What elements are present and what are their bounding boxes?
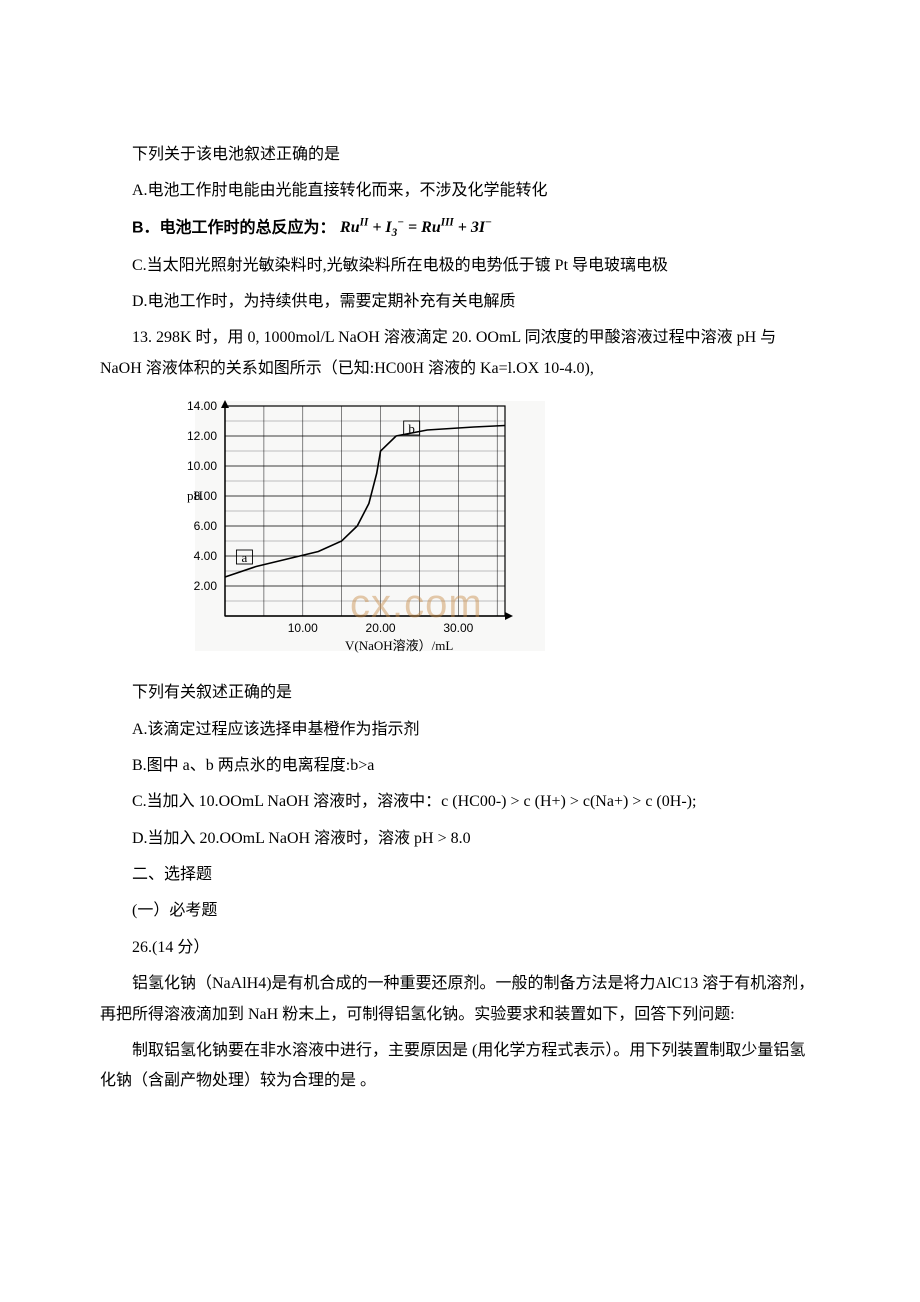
section2-title2: (一）必考题 [100, 896, 820, 926]
svg-text:12.00: 12.00 [187, 429, 217, 443]
q13-intro2: 下列有关叙述正确的是 [100, 678, 820, 708]
q12-b-prefix: B．电池工作时的总反应为： [132, 219, 336, 236]
q13-option-b: B.图中 a、b 两点氷的电离程度:b>a [100, 751, 820, 781]
svg-text:a: a [242, 550, 248, 565]
q12-option-b: B．电池工作时的总反应为： RuII + I3− = RuIII + 3I− [100, 213, 820, 245]
svg-text:V(NaOH溶液）/mL: V(NaOH溶液）/mL [345, 638, 453, 653]
svg-text:4.00: 4.00 [194, 549, 218, 563]
svg-text:b: b [408, 421, 415, 436]
q12-intro: 下列关于该电池叙述正确的是 [100, 140, 820, 170]
q12-b-formula: RuII + I3− = RuIII + 3I− [340, 219, 492, 236]
chart-svg: 2.004.006.008.0010.0012.0014.0010.0020.0… [170, 396, 550, 666]
q12-option-d: D.电池工作时，为持续供电，需要定期补充有关电解质 [100, 287, 820, 317]
q12-option-c: C.当太阳光照射光敏染料时,光敏染料所在电极的电势低于镀 Pt 导电玻璃电极 [100, 251, 820, 281]
q26-header: 26.(14 分） [100, 933, 820, 963]
svg-text:2.00: 2.00 [194, 579, 218, 593]
q13-option-d: D.当加入 20.OOmL NaOH 溶液时，溶液 pH > 8.0 [100, 824, 820, 854]
svg-text:6.00: 6.00 [194, 519, 218, 533]
q12-option-a: A.电池工作肘电能由光能直接转化而来，不涉及化学能转化 [100, 176, 820, 206]
titration-chart: 2.004.006.008.0010.0012.0014.0010.0020.0… [170, 396, 820, 666]
svg-text:14.00: 14.00 [187, 399, 217, 413]
svg-text:10.00: 10.00 [187, 459, 217, 473]
section2-title1: 二、选择题 [100, 860, 820, 890]
svg-text:pH: pH [187, 488, 203, 503]
q13-option-c: C.当加入 10.OOmL NaOH 溶液时，溶液中：c (HC00-) > c… [100, 787, 820, 817]
svg-text:30.00: 30.00 [443, 621, 473, 635]
q26-p2: 制取铝氢化钠要在非水溶液中进行，主要原因是 (用化学方程式表示）。用下列装置制取… [100, 1036, 820, 1097]
q13-option-a: A.该滴定过程应该选择申基橙作为指示剂 [100, 715, 820, 745]
q13-intro: 13. 298K 时，用 0, 1000mol/L NaOH 溶液滴定 20. … [100, 323, 820, 384]
q26-p1: 铝氢化钠（NaAlH4)是有机合成的一种重要还原剂。一般的制备方法是将力AlC1… [100, 969, 820, 1030]
svg-text:20.00: 20.00 [366, 621, 396, 635]
svg-text:10.00: 10.00 [288, 621, 318, 635]
